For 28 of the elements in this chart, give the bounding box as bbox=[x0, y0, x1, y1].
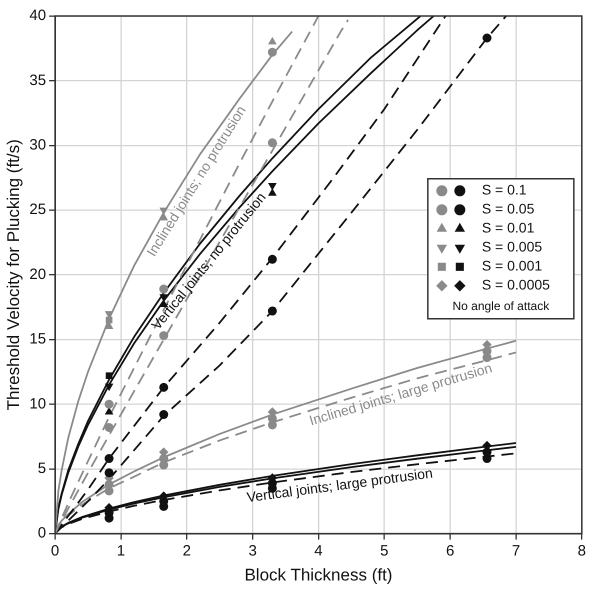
x-tick-label: 2 bbox=[182, 542, 191, 560]
y-tick-label: 35 bbox=[29, 72, 46, 89]
x-tick-label: 7 bbox=[512, 542, 520, 560]
x-axis-title: Block Thickness (ft) bbox=[244, 565, 392, 584]
x-tick-label: 6 bbox=[446, 542, 454, 560]
y-tick-label: 5 bbox=[38, 460, 46, 478]
legend-label: S = 0.05 bbox=[482, 200, 535, 217]
x-tick-label: 0 bbox=[50, 542, 60, 560]
y-tick-label: 0 bbox=[38, 524, 46, 542]
y-tick-label: 10 bbox=[29, 395, 46, 412]
x-tick-label: 1 bbox=[116, 542, 126, 560]
y-tick-label: 25 bbox=[29, 201, 46, 218]
y-tick-label: 20 bbox=[29, 266, 46, 283]
annotation: Vertical joints; large protrusion bbox=[246, 464, 434, 506]
legend-label: S = 0.0005 bbox=[482, 276, 550, 293]
legend-title: No angle of attack bbox=[452, 299, 550, 314]
y-tick-label: 30 bbox=[29, 136, 46, 154]
legend-label: S = 0.005 bbox=[482, 238, 542, 255]
x-tick-label: 5 bbox=[380, 542, 388, 560]
legend-label: S = 0.01 bbox=[482, 220, 535, 236]
x-tick-label: 8 bbox=[578, 542, 586, 560]
legend-label: S = 0.1 bbox=[482, 182, 527, 198]
y-tick-label: 15 bbox=[29, 330, 46, 348]
x-tick-label: 4 bbox=[314, 542, 323, 560]
y-tick-label: 40 bbox=[29, 7, 46, 24]
x-tick-label: 3 bbox=[248, 542, 257, 560]
y-axis-title: Threshold Velocity for Plucking (ft/s) bbox=[4, 139, 23, 410]
legend-label: S = 0.001 bbox=[482, 258, 542, 274]
